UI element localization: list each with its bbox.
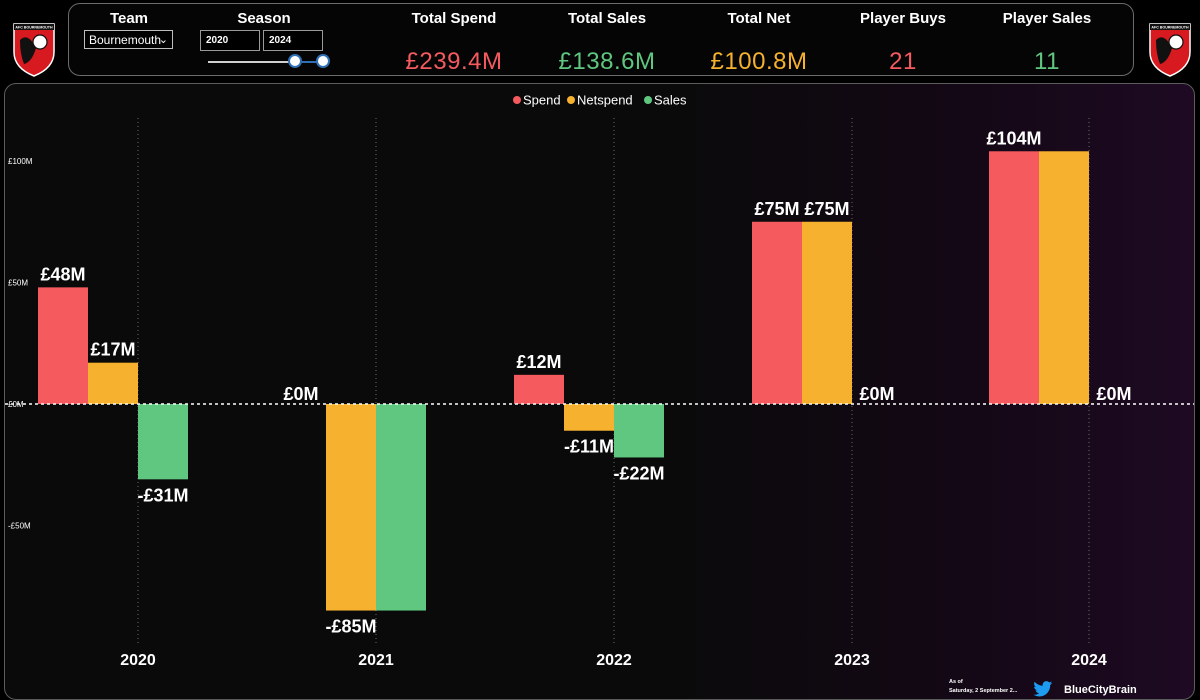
data-label-spend-2020: £48M bbox=[40, 264, 85, 284]
legend-label-sales: Sales bbox=[654, 93, 687, 108]
data-label-netspend-2021: -£85M bbox=[325, 617, 376, 637]
bar-netspend-2024 bbox=[1039, 151, 1089, 404]
x-tick-label-2020: 2020 bbox=[120, 652, 156, 669]
crest-text: AFC BOURNEMOUTH bbox=[15, 26, 53, 30]
data-label-spend-2021: £0M bbox=[283, 384, 318, 404]
season-slider-end-handle[interactable] bbox=[316, 54, 330, 68]
chevron-down-icon: ⌄ bbox=[158, 34, 168, 46]
club-crest-logo: AFC BOURNEMOUTH bbox=[1146, 18, 1194, 78]
legend-label-netspend: Netspend bbox=[577, 93, 633, 108]
bar-spend-2022 bbox=[514, 374, 564, 404]
season-slider-start-handle[interactable] bbox=[288, 54, 302, 68]
bar-netspend-2023 bbox=[802, 221, 852, 404]
season-end-input[interactable]: 2024 bbox=[263, 30, 323, 51]
transfer-bar-chart: £100M £50M £0M -£50M £48M £0M £12M £75M £104M £17… bbox=[5, 93, 1194, 669]
team-label: Team bbox=[109, 10, 149, 27]
legend-marker-spend bbox=[513, 96, 521, 104]
data-label-sales-2020: -£31M bbox=[137, 485, 188, 505]
x-tick-label-2023: 2023 bbox=[834, 652, 870, 669]
kpi-player-buys-label: Player Buys bbox=[860, 10, 946, 27]
data-label-spend-2022: £12M bbox=[516, 352, 561, 372]
twitter-handle[interactable]: BlueCityBrain bbox=[1064, 684, 1137, 696]
bar-netspend-2020 bbox=[88, 362, 138, 404]
x-tick-label-2021: 2021 bbox=[358, 652, 394, 669]
kpi-total-net-label: Total Net bbox=[727, 10, 791, 27]
data-label-sales-2024: £0M bbox=[1096, 384, 1131, 404]
bar-spend-2020 bbox=[38, 287, 88, 404]
bar-spend-2024 bbox=[989, 151, 1039, 404]
data-label-spend-2024: £104M bbox=[986, 128, 1041, 148]
kpi-player-buys-value: 21 bbox=[889, 48, 917, 75]
y-tick-label: -£50M bbox=[8, 522, 31, 531]
data-label-netspend-2022: -£11M bbox=[564, 437, 614, 457]
data-label-spend-2023: £75M bbox=[754, 199, 799, 219]
kpi-player-sales-value: 11 bbox=[1034, 48, 1060, 75]
data-label-sales-2023: £0M bbox=[859, 384, 894, 404]
as-of-text: As of Saturday, 2 September 2... bbox=[949, 678, 1017, 696]
season-slider-track[interactable] bbox=[208, 61, 326, 63]
bar-sales-2021 bbox=[376, 404, 426, 611]
legend-label-spend: Spend bbox=[523, 93, 561, 108]
kpi-total-sales-label: Total Sales bbox=[567, 10, 647, 27]
season-start-input[interactable]: 2020 bbox=[200, 30, 260, 51]
kpi-total-spend-value: £239.4M bbox=[405, 48, 503, 75]
data-label-sales-2022: -£22M bbox=[613, 463, 664, 483]
bar-netspend-2021 bbox=[326, 404, 376, 611]
data-label-netspend-2023: £75M bbox=[804, 199, 849, 219]
y-tick-label: £0M bbox=[8, 400, 24, 409]
kpi-total-sales-value: £138.6M bbox=[558, 48, 656, 75]
filter-kpi-bar: Team Bournemouth ⌄ Season 2020 2024 Tota… bbox=[68, 3, 1134, 76]
as-of-date: Saturday, 2 September 2... bbox=[949, 688, 1018, 694]
chart-panel: £100M £50M £0M -£50M £48M £0M £12M £75M £104M £17… bbox=[4, 83, 1195, 700]
club-crest-logo: AFC BOURNEMOUTH bbox=[10, 18, 58, 78]
season-slider-range bbox=[295, 61, 323, 63]
legend-marker-sales bbox=[644, 96, 652, 104]
bar-spend-2023 bbox=[752, 221, 802, 404]
crest-text: AFC BOURNEMOUTH bbox=[1151, 26, 1189, 30]
team-dropdown-value: Bournemouth bbox=[89, 33, 162, 47]
as-of-label: As of bbox=[949, 679, 963, 685]
y-tick-label: £100M bbox=[8, 157, 33, 166]
team-dropdown[interactable]: Bournemouth ⌄ bbox=[84, 30, 173, 49]
season-label: Season bbox=[237, 10, 291, 27]
bar-sales-2020 bbox=[138, 404, 188, 480]
legend-marker-netspend bbox=[567, 96, 575, 104]
bar-sales-2022 bbox=[614, 404, 664, 458]
twitter-icon[interactable] bbox=[1033, 681, 1053, 697]
kpi-total-net-value: £100.8M bbox=[710, 48, 808, 75]
bar-netspend-2022 bbox=[564, 404, 614, 431]
kpi-player-sales-label: Player Sales bbox=[1002, 10, 1092, 27]
x-tick-label-2022: 2022 bbox=[596, 652, 632, 669]
kpi-total-spend-label: Total Spend bbox=[411, 10, 497, 27]
data-label-netspend-2020: £17M bbox=[90, 340, 135, 360]
y-tick-label: £50M bbox=[8, 279, 28, 288]
x-tick-label-2024: 2024 bbox=[1071, 652, 1107, 669]
